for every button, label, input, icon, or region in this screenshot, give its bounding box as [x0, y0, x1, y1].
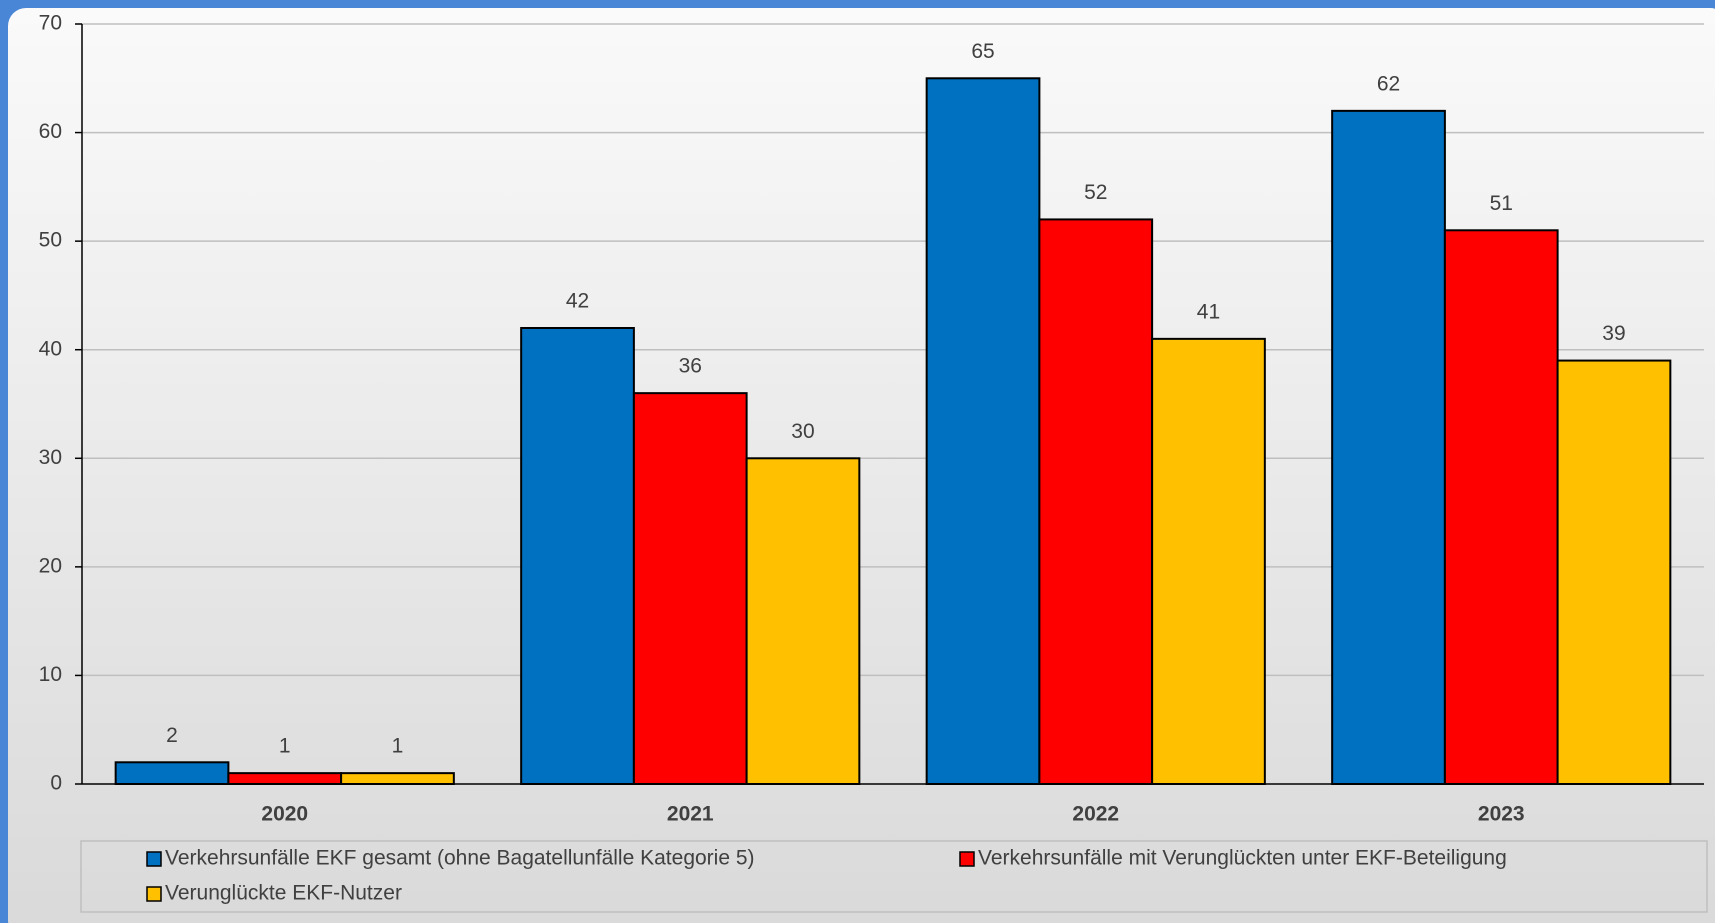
panel	[8, 8, 1715, 923]
legend-label: Verkehrsunfälle mit Verunglückten unter …	[978, 847, 1507, 870]
y-tick-label: 40	[39, 337, 62, 360]
bar	[632, 392, 748, 785]
bar	[1038, 218, 1154, 785]
data-label: 30	[791, 420, 814, 443]
legend-swatch	[959, 851, 975, 867]
bar	[1331, 109, 1446, 786]
data-label: 52	[1084, 181, 1107, 204]
bar	[925, 77, 1041, 786]
bar	[1151, 337, 1266, 785]
legend-label: Verkehrsunfälle EKF gesamt (ohne Bagatel…	[165, 847, 755, 870]
data-label: 2	[166, 724, 178, 747]
y-tick-label: 20	[39, 554, 62, 577]
bar	[1443, 229, 1559, 786]
bar	[114, 761, 230, 785]
y-tick-label: 0	[50, 772, 62, 795]
data-label: 41	[1197, 300, 1220, 323]
x-tick-label: 2021	[667, 803, 714, 826]
legend-label: Verunglückte EKF-Nutzer	[165, 882, 402, 905]
y-tick-label: 50	[39, 229, 62, 252]
legend-swatch	[146, 851, 162, 867]
data-label: 51	[1490, 192, 1513, 215]
x-tick-label: 2023	[1478, 803, 1525, 826]
x-tick-label: 2020	[261, 803, 308, 826]
bar	[227, 772, 343, 786]
bar	[520, 327, 635, 785]
legend-swatch	[146, 886, 162, 902]
data-label: 1	[279, 735, 291, 758]
data-label: 1	[392, 735, 404, 758]
bar	[340, 772, 455, 786]
data-label: 39	[1602, 322, 1625, 345]
legend-box	[80, 840, 1708, 913]
x-tick-label: 2022	[1072, 803, 1119, 826]
y-tick-label: 60	[39, 120, 62, 143]
y-tick-label: 70	[39, 12, 62, 35]
bar	[1556, 359, 1672, 785]
y-tick-label: 30	[39, 446, 62, 469]
data-label: 65	[971, 40, 994, 63]
data-label: 62	[1377, 72, 1400, 95]
bar	[745, 457, 861, 785]
data-label: 36	[679, 355, 702, 378]
data-label: 42	[566, 290, 589, 313]
y-tick-label: 10	[39, 663, 62, 686]
